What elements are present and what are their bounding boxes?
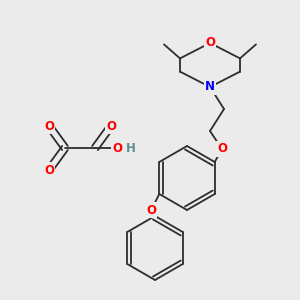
- Text: O: O: [146, 203, 156, 217]
- Text: O: O: [44, 164, 54, 176]
- Text: O: O: [106, 119, 116, 133]
- Text: O: O: [112, 142, 122, 154]
- Text: O: O: [205, 37, 215, 50]
- Text: H: H: [126, 142, 136, 154]
- Text: O: O: [217, 142, 227, 155]
- Text: O: O: [44, 119, 54, 133]
- Text: N: N: [205, 80, 215, 94]
